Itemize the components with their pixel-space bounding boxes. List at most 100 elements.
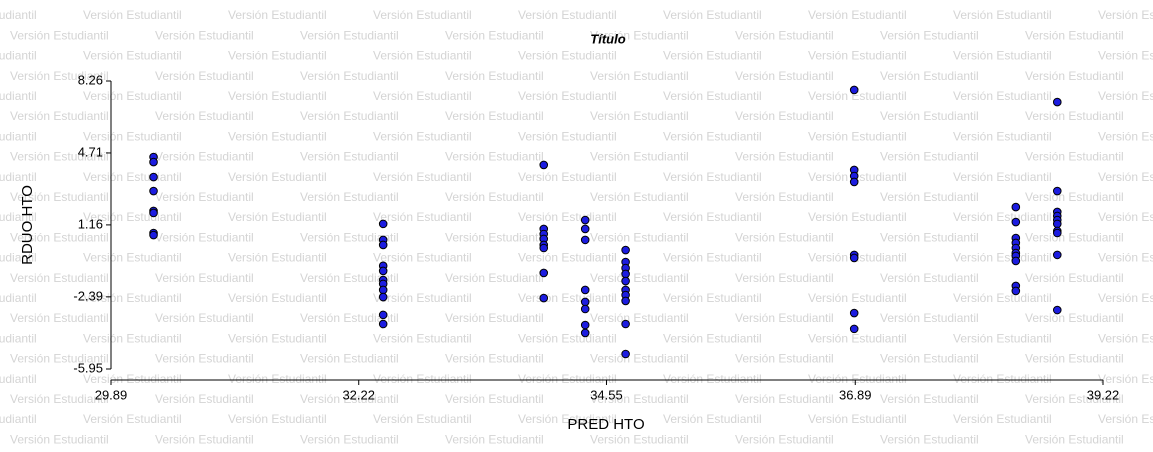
- point: [1011, 286, 1021, 296]
- watermark: Versión Estudiantil: [735, 150, 834, 164]
- watermark: Versión Estudiantil: [10, 109, 109, 123]
- watermark: Versión Estudiantil: [445, 271, 544, 285]
- watermark: Versión Estudiantil: [300, 150, 399, 164]
- watermark: Versión Estudiantil: [518, 8, 617, 22]
- watermark: Versión Estudiantil: [590, 432, 689, 446]
- watermark: Versión Estudiantil: [590, 271, 689, 285]
- watermark: Versión Estudiantil: [373, 331, 472, 345]
- watermark: Versión Estudiantil: [155, 392, 254, 406]
- watermark: Versión Estudiantil: [1098, 372, 1153, 386]
- x-tick-label: 36.89: [839, 387, 872, 402]
- watermark: Versión Estudiantil: [1098, 210, 1153, 224]
- watermark: Versión Estudiantil: [808, 129, 907, 143]
- watermark: Versión Estudiantil: [590, 311, 689, 325]
- watermark: Versión Estudiantil: [10, 190, 109, 204]
- watermark: Versión Estudiantil: [735, 311, 834, 325]
- watermark: Versión Estudiantil: [373, 372, 472, 386]
- watermark: Versión Estudiantil: [1025, 311, 1124, 325]
- watermark: Versión Estudiantil: [953, 210, 1052, 224]
- watermark: Versión Estudiantil: [735, 230, 834, 244]
- watermark: Versión Estudiantil: [83, 412, 182, 426]
- point: [378, 319, 388, 329]
- watermark: Versión Estudiantil: [735, 352, 834, 366]
- watermark: Versión Estudiantil: [518, 210, 617, 224]
- watermark: Versión Estudiantil: [663, 129, 762, 143]
- watermark: Versión Estudiantil: [83, 331, 182, 345]
- watermark: Versión Estudiantil: [808, 291, 907, 305]
- point: [580, 328, 590, 338]
- point: [580, 304, 590, 314]
- watermark: Versión Estudiantil: [373, 251, 472, 265]
- watermark: Versión Estudiantil: [10, 28, 109, 42]
- point: [849, 324, 859, 334]
- watermark: Versión Estudiantil: [228, 49, 327, 63]
- watermark: Versión Estudiantil: [953, 291, 1052, 305]
- point: [539, 243, 549, 253]
- watermark: Versión Estudiantil: [953, 331, 1052, 345]
- point: [378, 310, 388, 320]
- watermark: Versión Estudiantil: [373, 412, 472, 426]
- watermark: Versión Estudiantil: [1025, 190, 1124, 204]
- watermark: Versión Estudiantil: [663, 251, 762, 265]
- watermark: Versión Estudiantil: [83, 251, 182, 265]
- watermark: Versión Estudiantil: [1098, 129, 1153, 143]
- watermark: Versión Estudiantil: [518, 89, 617, 103]
- watermark: Versión Estudiantil: [663, 8, 762, 22]
- x-tick-label: 32.22: [342, 387, 375, 402]
- watermark: Versión Estudiantil: [1025, 271, 1124, 285]
- watermark: Versión Estudiantil: [228, 291, 327, 305]
- point: [378, 285, 388, 295]
- watermark: Versión Estudiantil: [518, 291, 617, 305]
- watermark: Versión Estudiantil: [953, 372, 1052, 386]
- point: [1052, 219, 1062, 229]
- watermark: Versión Estudiantil: [445, 432, 544, 446]
- watermark: Versión Estudiantil: [300, 311, 399, 325]
- watermark: Versión Estudiantil: [590, 69, 689, 83]
- watermark: Versión Estudiantil: [0, 170, 37, 184]
- watermark: Versión Estudiantil: [663, 291, 762, 305]
- watermark: Versión Estudiantil: [445, 230, 544, 244]
- point: [378, 240, 388, 250]
- point: [621, 319, 630, 329]
- watermark: Versión Estudiantil: [373, 170, 472, 184]
- watermark-layer: Versión Estudiantil Versión Estudiantil Ve…: [0, 8, 1153, 446]
- watermark: Versión Estudiantil: [1025, 109, 1124, 123]
- watermark: Versión Estudiantil: [953, 8, 1052, 22]
- y-tick-label: 4.71: [78, 144, 103, 159]
- watermark: Versión Estudiantil: [445, 392, 544, 406]
- point: [580, 215, 590, 225]
- watermark: Versión Estudiantil: [0, 49, 37, 63]
- watermark: Versión Estudiantil: [735, 432, 834, 446]
- point: [539, 160, 549, 170]
- watermark: Versión Estudiantil: [373, 89, 472, 103]
- watermark: Versión Estudiantil: [1025, 230, 1124, 244]
- watermark: Versión Estudiantil: [953, 170, 1052, 184]
- watermark: Versión Estudiantil: [300, 28, 399, 42]
- watermark: Versión Estudiantil: [300, 392, 399, 406]
- watermark: Versión Estudiantil: [880, 69, 979, 83]
- watermark: Versión Estudiantil: [880, 352, 979, 366]
- point: [1052, 186, 1062, 196]
- y-tick-label: -5.95: [73, 360, 103, 375]
- point: [1052, 305, 1062, 315]
- watermark: Versión Estudiantil: [10, 150, 109, 164]
- watermark: Versión Estudiantil: [373, 210, 472, 224]
- watermark: Versión Estudiantil: [83, 129, 182, 143]
- watermark: Versión Estudiantil: [228, 89, 327, 103]
- watermark: Versión Estudiantil: [155, 352, 254, 366]
- watermark: Versión Estudiantil: [518, 170, 617, 184]
- watermark: Versión Estudiantil: [880, 150, 979, 164]
- watermark: Versión Estudiantil: [808, 372, 907, 386]
- watermark: Versión Estudiantil: [880, 109, 979, 123]
- watermark: Versión Estudiantil: [10, 352, 109, 366]
- watermark: Versión Estudiantil: [518, 49, 617, 63]
- point: [539, 293, 549, 303]
- watermark: Versión Estudiantil: [445, 69, 544, 83]
- watermark: Versión Estudiantil: [808, 89, 907, 103]
- y-axis-label: RDUO HTO: [19, 185, 36, 265]
- watermark: Versión Estudiantil: [1025, 352, 1124, 366]
- point: [539, 268, 549, 278]
- watermark: Versión Estudiantil: [10, 271, 109, 285]
- watermark: Versión Estudiantil: [0, 89, 37, 103]
